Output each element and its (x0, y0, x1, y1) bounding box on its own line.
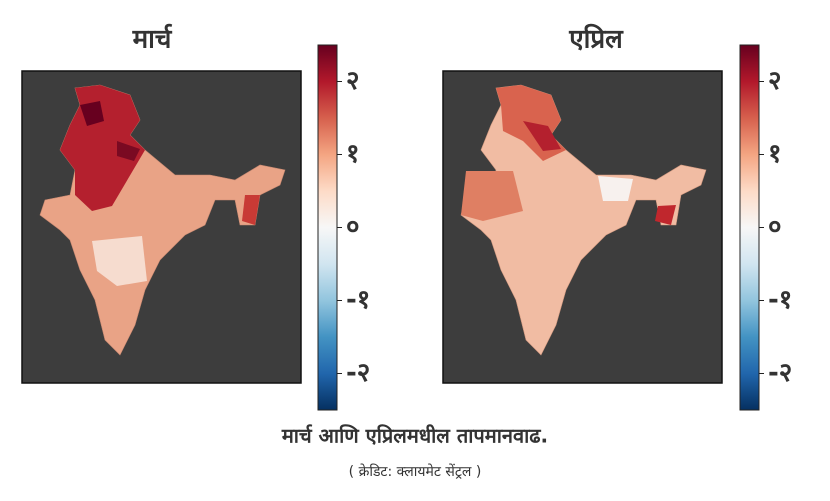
region-shape (80, 101, 104, 126)
region-shape (523, 121, 561, 151)
colorbar-tick-label: ० (768, 212, 782, 242)
region-shape (655, 205, 676, 225)
colorbar-tick-label: ० (346, 212, 360, 242)
colorbar (739, 44, 760, 411)
map-panel (442, 70, 723, 384)
colorbar-tick-label: -२ (346, 358, 370, 388)
colorbar-tick-label: -१ (768, 285, 792, 315)
region-shape (598, 176, 633, 201)
region-shape (461, 171, 523, 221)
map-title: एप्रिल (568, 24, 624, 55)
caption: मार्च आणि एप्रिलमधील तापमानवाढ. (281, 424, 548, 448)
map-panel (21, 70, 302, 384)
region-shape (117, 141, 140, 161)
colorbar-tick-label: २ (346, 66, 360, 96)
colorbar-tick-label: १ (768, 139, 782, 169)
region-shape (60, 85, 145, 211)
region-shape (242, 195, 260, 225)
colorbar-tick-label: -२ (768, 358, 792, 388)
colorbar-tick-label: २ (768, 66, 782, 96)
colorbar-tick-label: -१ (346, 285, 370, 315)
colorbar (317, 44, 338, 411)
credit: ( क्रेडिट: क्लायमेट सेंट्रल ) (349, 463, 482, 480)
colorbar-tick-label: १ (346, 139, 360, 169)
map-title: मार्च (132, 24, 173, 55)
region-shape (92, 236, 147, 286)
